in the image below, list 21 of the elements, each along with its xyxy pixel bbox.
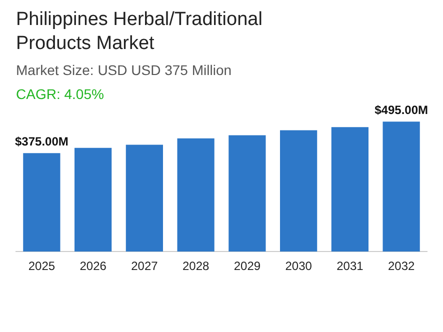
x-tick-label: 2032 — [388, 259, 415, 274]
data-label: $495.00M — [374, 102, 428, 117]
bar — [126, 144, 163, 252]
bar — [23, 153, 60, 252]
data-label: $375.00M — [15, 134, 68, 148]
x-tick-label: 2029 — [234, 259, 261, 274]
chart-title: Philippines Herbal/Traditional Products Market — [16, 8, 264, 56]
x-tick-label: 2025 — [28, 259, 56, 274]
text: CAGR: 4.05% — [16, 86, 105, 102]
bar — [331, 127, 368, 252]
bar — [177, 138, 214, 252]
bar — [382, 122, 420, 252]
chart-subtitle: Market Size: USD USD 375 Million — [16, 62, 233, 78]
bar — [280, 130, 318, 252]
x-tick-label: 2028 — [182, 259, 210, 274]
x-tick-label: 2031 — [336, 259, 364, 274]
bar — [228, 135, 266, 252]
bar — [74, 148, 112, 252]
x-tick-label: 2026 — [80, 259, 107, 274]
x-tick-label: 2030 — [285, 259, 312, 274]
x-tick-label: 2027 — [131, 259, 158, 274]
